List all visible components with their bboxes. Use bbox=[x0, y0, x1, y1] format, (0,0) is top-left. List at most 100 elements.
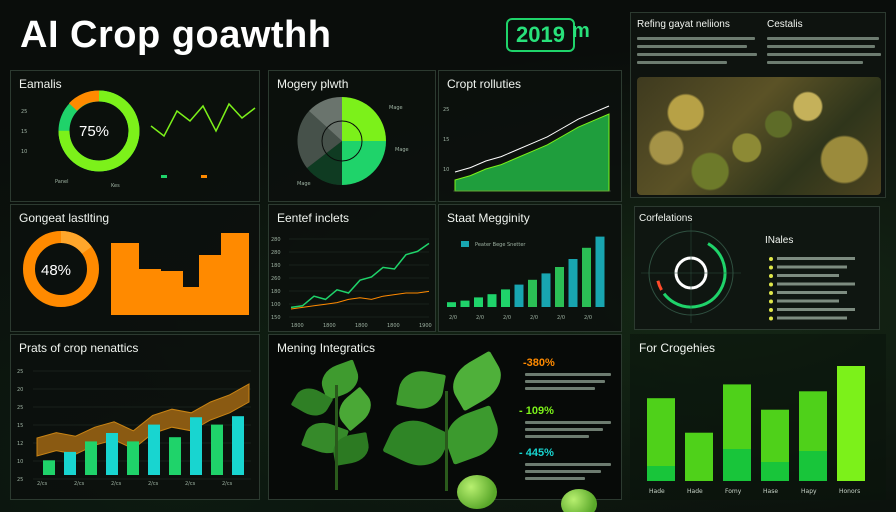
mening-stat-0: -380% bbox=[523, 357, 555, 369]
panel-staat-title: Staat Megginity bbox=[447, 211, 530, 225]
staat-bar-3 bbox=[487, 294, 497, 307]
eentef-line-chart: 280 280 180 260 180 100 150 1800 1800 1800 1800 190… bbox=[271, 237, 432, 329]
corfel-line-2 bbox=[777, 274, 839, 277]
eentef-ylabel-5: 100 bbox=[271, 302, 281, 308]
corfel-line-5 bbox=[777, 299, 839, 303]
prats-bar-5 bbox=[148, 424, 160, 475]
prats-bar-7 bbox=[190, 417, 202, 475]
prats-bar-8 bbox=[211, 424, 223, 475]
corfel-bullet-2 bbox=[769, 274, 773, 278]
prats-xlabel-5: 2/cs bbox=[222, 481, 233, 487]
apple-left bbox=[457, 475, 497, 509]
staat-bar-11 bbox=[595, 236, 605, 307]
prats-bar-3 bbox=[106, 433, 118, 475]
panel-gongeat-title: Gongeat lastlting bbox=[19, 211, 110, 225]
prats-xlabel-3: 2/cs bbox=[148, 481, 159, 487]
earnals-legend-0: Panel bbox=[55, 179, 69, 185]
mogery-pie: Mage Mage Mage bbox=[297, 96, 409, 187]
mening-stat-2: - 445% bbox=[519, 447, 554, 459]
panel-mening-title: Mening Integratics bbox=[277, 341, 376, 355]
svg-text:Mage: Mage bbox=[395, 147, 409, 153]
year-suffix: m bbox=[572, 20, 590, 42]
eentef-xlabel-4: 1900 bbox=[419, 323, 432, 329]
staat-bar-chart: Peater Bege Snetter 2/0 2/0 2/0 2/0 2/0 2/0 bbox=[447, 236, 605, 321]
mening-stat-1: - 109% bbox=[519, 405, 554, 417]
staat-bar-2 bbox=[474, 297, 483, 307]
gongeat-bar-5 bbox=[221, 233, 249, 315]
plant-left bbox=[290, 359, 381, 495]
cropt-area-chart: 25 15 10 bbox=[443, 105, 611, 192]
staat-legend: Peater Bege Snetter bbox=[475, 242, 526, 248]
panel-prats-title: Prats of crop nenattics bbox=[19, 341, 139, 355]
panel-mening: Mening Integratics -380% - 109% - 445% bbox=[268, 334, 622, 512]
gongeat-donut-label: 48% bbox=[41, 262, 72, 279]
for-label-4: Hapy bbox=[801, 488, 817, 495]
corfel-line-1 bbox=[777, 265, 847, 269]
gongeat-chart bbox=[23, 231, 249, 315]
refing-title: Refing gayat neliions bbox=[637, 19, 730, 30]
panel-for-title: For Crogehies bbox=[639, 341, 716, 355]
panel-eentef-title: Eentef inclets bbox=[277, 211, 350, 225]
prats-bar-0 bbox=[43, 460, 55, 475]
for-bar-inner-3 bbox=[761, 462, 789, 481]
corfel-bullet-1 bbox=[769, 265, 773, 270]
staat-xlabel-0: 2/0 bbox=[449, 315, 457, 321]
earnals-donut-label: 75% bbox=[79, 123, 110, 140]
for-bar-inner-0 bbox=[647, 466, 675, 481]
for-bar-1 bbox=[685, 432, 713, 481]
prats-chart: 25 20 25 15 12 10 25 2/cs 2/cs 2/cs 2/cs 2/cs 2/cs bbox=[17, 369, 251, 487]
panel-corfelations: Corfelations INales bbox=[634, 206, 880, 330]
panel-eentef: Eentef inclets 280 280 180 260 180 100 150 1800… bbox=[268, 204, 436, 332]
earnals-legend-1: Kes bbox=[111, 183, 120, 189]
eentef-xlabel-1: 1800 bbox=[323, 323, 336, 329]
prats-ylabel-6: 25 bbox=[17, 477, 23, 483]
prats-bar-9 bbox=[232, 416, 244, 475]
earnals-chart: 25 15 10 Panel Kes bbox=[21, 90, 256, 189]
prats-xlabel-4: 2/cs bbox=[185, 481, 196, 487]
panel-staat: Staat Megginity Peater Bege Snetter 2/0 2… bbox=[438, 204, 622, 332]
prats-xlabel-0: 2/cs bbox=[37, 481, 48, 487]
page-title: AI Crop goawthh bbox=[20, 14, 332, 56]
svg-text:25: 25 bbox=[443, 107, 449, 113]
for-label-0: Hade bbox=[649, 488, 665, 495]
eentef-ylabel-6: 150 bbox=[271, 315, 281, 321]
eentef-ylabel-2: 180 bbox=[271, 263, 281, 269]
for-bar-inner-4 bbox=[799, 451, 827, 481]
corfel-bullet-6 bbox=[769, 308, 773, 312]
staat-bar-6 bbox=[528, 279, 537, 307]
corfel-line-0 bbox=[777, 257, 855, 260]
staat-xlabel-2: 2/0 bbox=[503, 315, 511, 321]
prats-ylabel-5: 10 bbox=[17, 459, 23, 465]
corfel-bullet-0 bbox=[769, 257, 773, 261]
svg-text:10: 10 bbox=[21, 149, 27, 155]
corfel-bullet-7 bbox=[769, 316, 773, 321]
prats-ylabel-2: 25 bbox=[17, 405, 23, 411]
corfel-line-6 bbox=[777, 308, 855, 311]
eentef-ylabel-3: 260 bbox=[271, 276, 281, 282]
for-bar-inner-2 bbox=[723, 449, 751, 481]
staat-bar-7 bbox=[541, 273, 551, 307]
staat-bar-1 bbox=[460, 300, 470, 307]
svg-text:Mage: Mage bbox=[297, 181, 311, 187]
apple-right bbox=[561, 489, 597, 512]
panel-for: For Crogehies Hade Hade Fomy Hase Hapy Honors bbox=[630, 334, 886, 500]
panel-mogery: Mogery plwth Mage Mage Mage bbox=[268, 70, 436, 202]
staat-xlabel-1: 2/0 bbox=[476, 315, 484, 321]
prats-xlabel-1: 2/cs bbox=[74, 481, 85, 487]
prats-bar-4 bbox=[127, 441, 139, 475]
plant-right bbox=[382, 350, 510, 495]
staat-bar-9 bbox=[568, 259, 578, 307]
svg-text:Mage: Mage bbox=[389, 105, 403, 111]
staat-xlabel-5: 2/0 bbox=[584, 315, 592, 321]
year-badge: 2019 bbox=[506, 18, 575, 52]
eentef-ylabel-0: 280 bbox=[271, 237, 281, 243]
staat-bar-5 bbox=[514, 284, 524, 307]
prats-ylabel-1: 20 bbox=[17, 387, 23, 393]
refing-subtitle: Cestalis bbox=[767, 19, 803, 30]
corfelations-side-title: INales bbox=[765, 235, 794, 246]
staat-bar-10 bbox=[582, 247, 591, 307]
corfel-bullet-5 bbox=[769, 299, 773, 304]
panel-earnals-title: Eamalis bbox=[19, 77, 62, 91]
corfel-line-4 bbox=[777, 291, 847, 294]
staat-xlabel-4: 2/0 bbox=[557, 315, 565, 321]
